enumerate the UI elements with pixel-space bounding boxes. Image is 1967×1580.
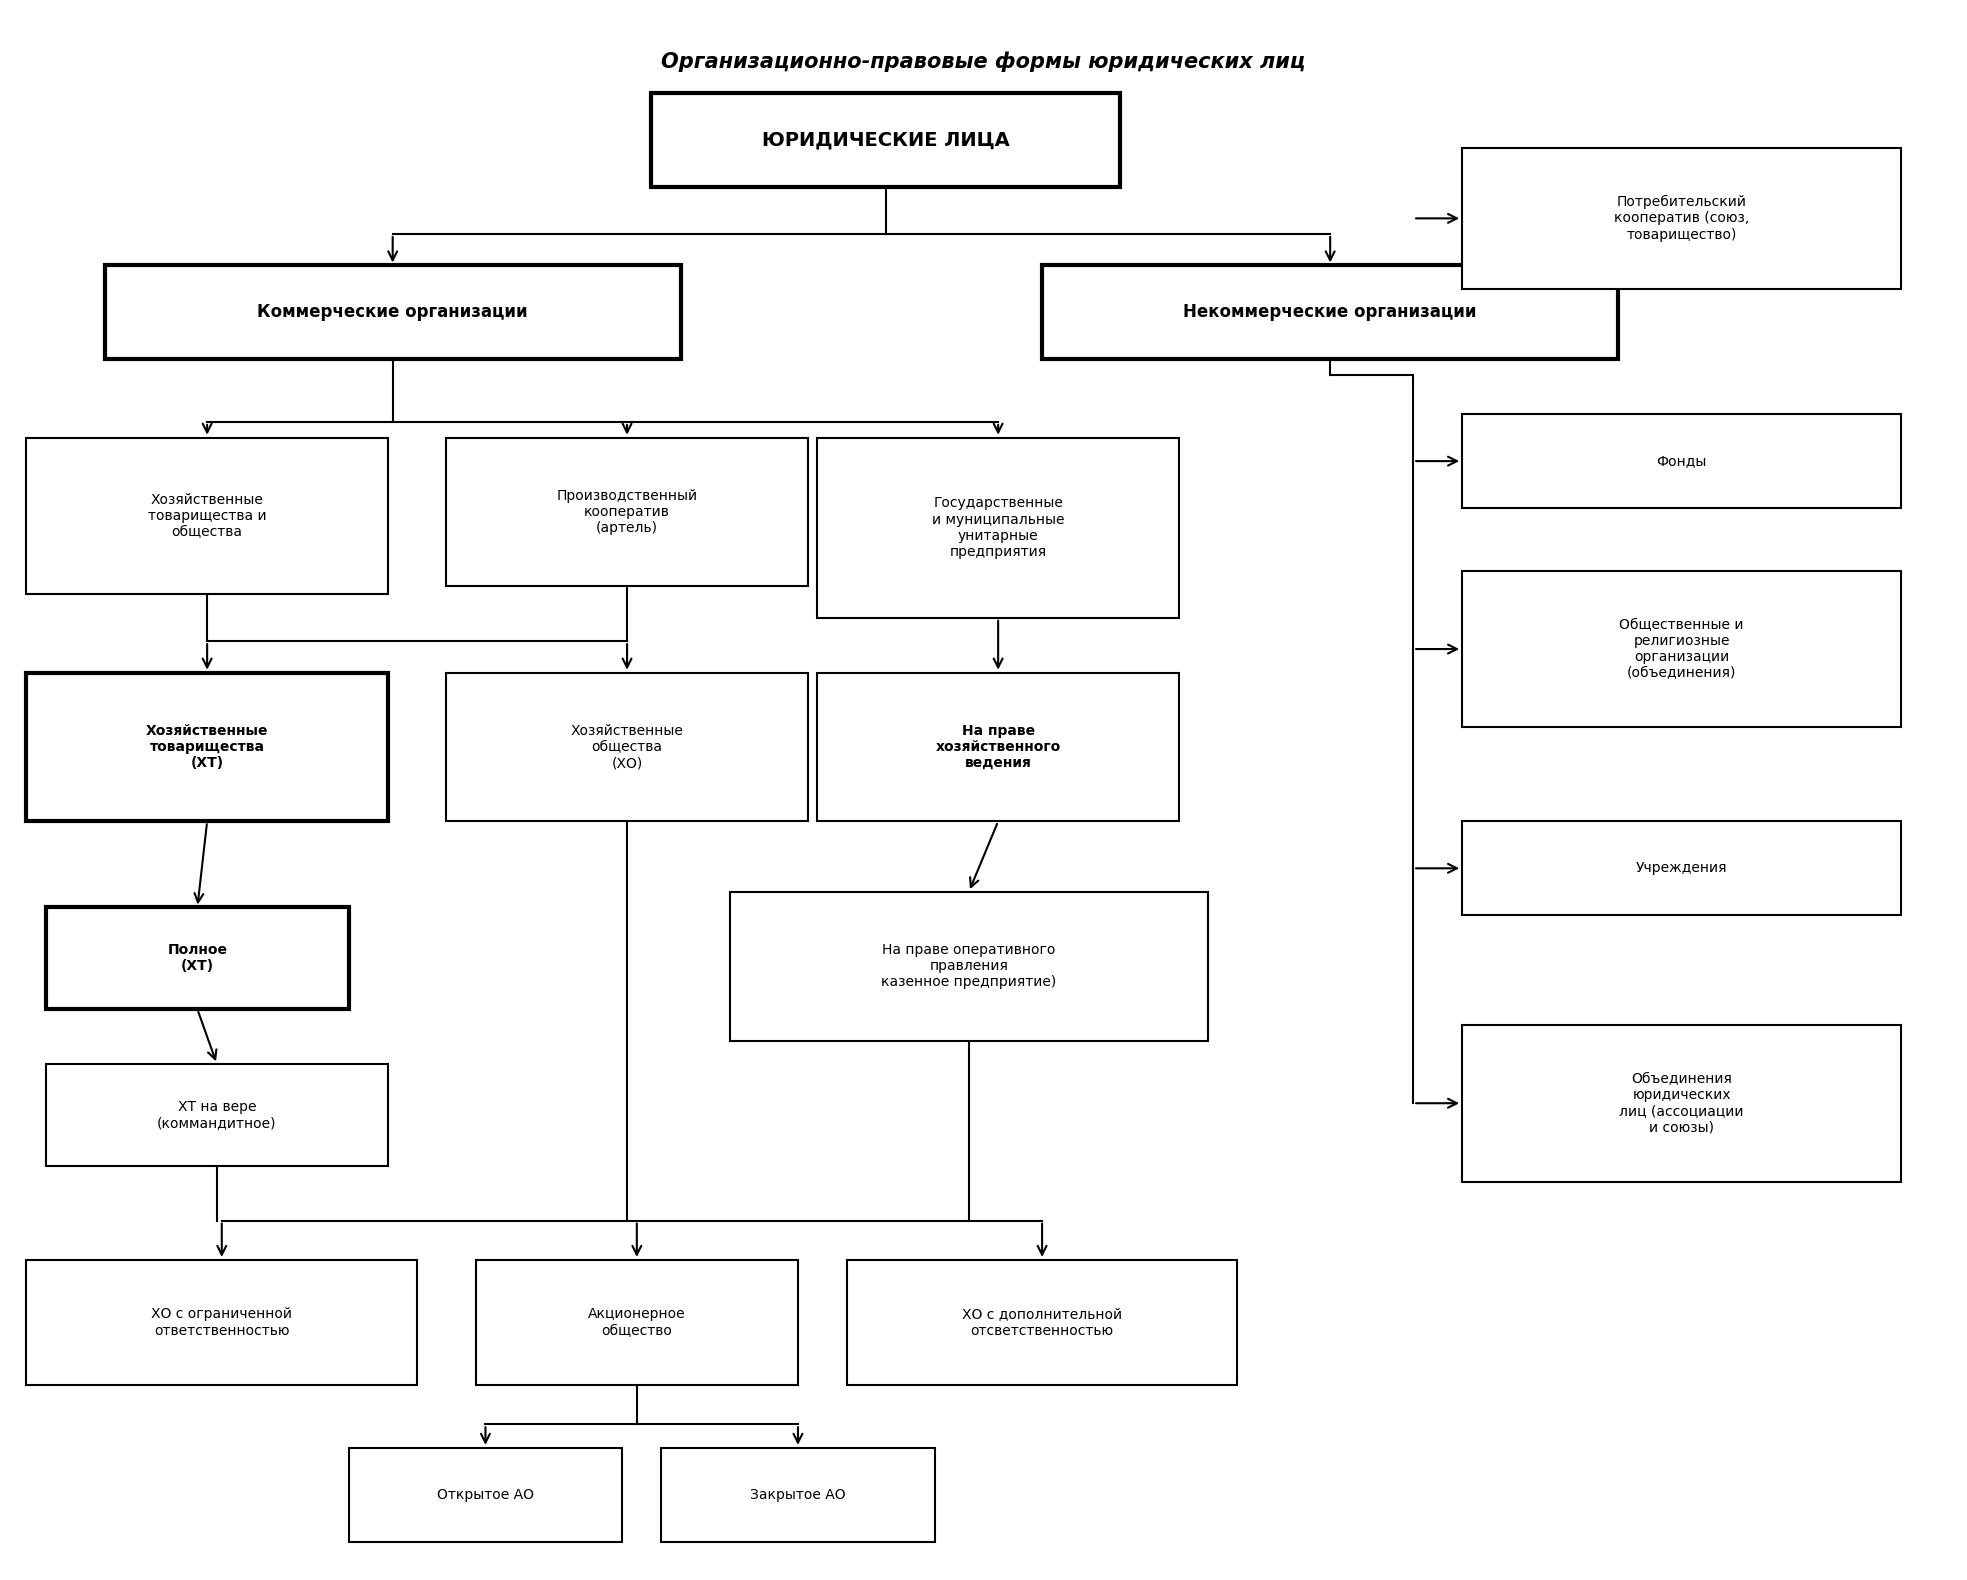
Text: Производственный
кооператив
(артель): Производственный кооператив (артель) (557, 488, 698, 536)
Text: Некоммерческие организации: Некоммерческие организации (1184, 303, 1477, 321)
Text: ХТ на вере
(коммандитное): ХТ на вере (коммандитное) (157, 1100, 277, 1130)
Text: Потребительский
кооператив (союз,
товарищество): Потребительский кооператив (союз, товари… (1615, 194, 1749, 242)
FancyBboxPatch shape (651, 93, 1121, 186)
Text: Хозяйственные
товарищества
(ХТ): Хозяйственные товарищества (ХТ) (146, 724, 268, 769)
FancyBboxPatch shape (1461, 414, 1902, 509)
Text: ЮРИДИЧЕСКИЕ ЛИЦА: ЮРИДИЧЕСКИЕ ЛИЦА (761, 131, 1009, 150)
FancyBboxPatch shape (26, 673, 387, 822)
Text: Акционерное
общество: Акционерное общество (588, 1307, 686, 1338)
FancyBboxPatch shape (348, 1447, 622, 1542)
FancyBboxPatch shape (45, 907, 348, 1010)
Text: Коммерческие организации: Коммерческие организации (258, 303, 527, 321)
Text: Закрытое АО: Закрытое АО (749, 1488, 846, 1501)
FancyBboxPatch shape (818, 673, 1178, 822)
Text: На праве оперативного
правления
казенное предприятие): На праве оперативного правления казенное… (881, 943, 1056, 989)
Text: Общественные и
религиозные
организации
(объединения): Общественные и религиозные организации (… (1619, 618, 1745, 681)
Text: Хозяйственные
товарищества и
общества: Хозяйственные товарищества и общества (148, 493, 266, 539)
Text: На праве
хозяйственного
ведения: На праве хозяйственного ведения (936, 724, 1060, 769)
FancyBboxPatch shape (1461, 822, 1902, 915)
Text: Учреждения: Учреждения (1637, 861, 1727, 875)
FancyBboxPatch shape (45, 1063, 387, 1166)
Text: Хозяйственные
общества
(ХО): Хозяйственные общества (ХО) (570, 724, 683, 769)
FancyBboxPatch shape (661, 1447, 934, 1542)
FancyBboxPatch shape (1461, 1025, 1902, 1182)
FancyBboxPatch shape (846, 1259, 1237, 1386)
Text: Фонды: Фонды (1656, 453, 1707, 468)
FancyBboxPatch shape (447, 438, 808, 586)
Text: Организационно-правовые формы юридических лиц: Организационно-правовые формы юридически… (661, 52, 1306, 73)
FancyBboxPatch shape (447, 673, 808, 822)
FancyBboxPatch shape (818, 438, 1178, 618)
Text: Государственные
и муниципальные
унитарные
предприятия: Государственные и муниципальные унитарны… (932, 496, 1064, 559)
Text: Открытое АО: Открытое АО (437, 1488, 533, 1501)
Text: Объединения
юридических
лиц (ассоциации
и союзы): Объединения юридических лиц (ассоциации … (1619, 1071, 1745, 1134)
FancyBboxPatch shape (1461, 149, 1902, 289)
FancyBboxPatch shape (26, 1259, 417, 1386)
FancyBboxPatch shape (1461, 570, 1902, 727)
FancyBboxPatch shape (104, 265, 681, 359)
FancyBboxPatch shape (1043, 265, 1619, 359)
FancyBboxPatch shape (26, 438, 387, 594)
FancyBboxPatch shape (476, 1259, 799, 1386)
FancyBboxPatch shape (730, 891, 1208, 1041)
Text: ХО с ограниченной
ответственностью: ХО с ограниченной ответственностью (151, 1307, 293, 1338)
Text: ХО с дополнительной
отсветственностью: ХО с дополнительной отсветственностью (962, 1307, 1121, 1338)
Text: Полное
(ХТ): Полное (ХТ) (167, 943, 228, 973)
